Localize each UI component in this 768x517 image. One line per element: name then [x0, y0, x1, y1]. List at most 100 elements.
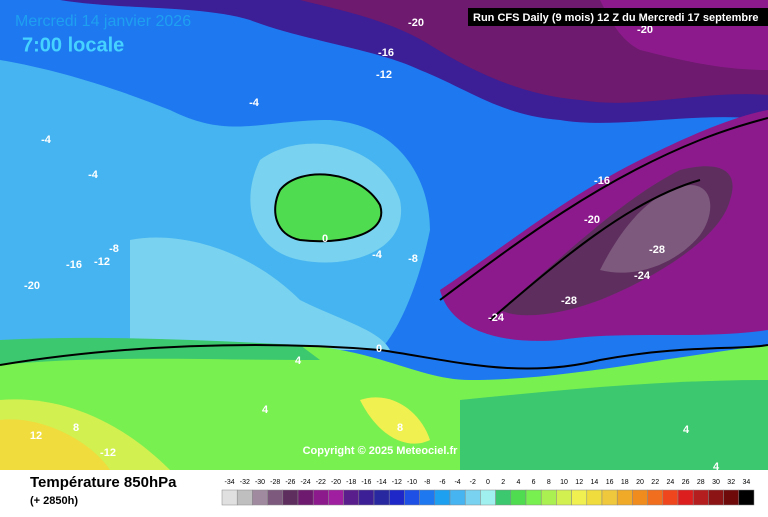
scale-label: 16: [606, 479, 614, 486]
color-swatch: [662, 489, 679, 506]
color-swatch: [404, 489, 420, 506]
scale-label: -8: [424, 479, 430, 486]
color-swatch: [601, 489, 618, 506]
contour-label: 4: [295, 355, 302, 367]
scale-label: 26: [682, 479, 690, 486]
scale-label: -30: [255, 479, 265, 486]
scale-label: 18: [621, 479, 629, 486]
color-swatch: [525, 489, 542, 506]
contour-label: -20: [408, 17, 424, 29]
contour-label: -20: [24, 280, 40, 292]
scale-label: 28: [697, 479, 705, 486]
color-swatch: [723, 489, 740, 506]
contour-label: -24: [488, 312, 505, 324]
scale-label: 10: [560, 479, 568, 486]
map: [0, 0, 768, 470]
color-swatch: [236, 489, 253, 506]
color-swatch: [373, 489, 390, 506]
contour-label: 8: [73, 422, 79, 434]
color-swatch: [434, 489, 451, 506]
color-swatch: [632, 489, 648, 506]
color-swatch: [510, 489, 527, 506]
contour-label: 0: [376, 343, 382, 355]
color-swatch: [328, 489, 344, 506]
contour-label: -16: [594, 175, 610, 187]
contour-label: 4: [262, 404, 269, 416]
color-swatch: [495, 489, 512, 506]
contour-label: 12: [30, 430, 42, 442]
contour-label: -16: [66, 259, 82, 271]
contour-label: -12: [94, 256, 110, 268]
contour-label: -12: [100, 447, 116, 459]
contour-label: 8: [397, 422, 403, 434]
date-title: Mercredi 14 janvier 2026: [15, 13, 191, 30]
scale-label: -14: [377, 479, 387, 486]
scale-label: -2: [470, 479, 476, 486]
contour-label: -16: [378, 47, 394, 59]
scale-label: 6: [532, 479, 536, 486]
scale-label: -18: [346, 479, 356, 486]
scale-label: -22: [316, 479, 326, 486]
color-swatch: [419, 489, 436, 506]
color-scale: -34 -32 -30 -28 -26 -24 -22 -20 -18 -16 -14 -12 -10-…: [221, 479, 755, 506]
color-swatch: [388, 489, 405, 506]
scale-label: 4: [516, 479, 520, 486]
color-swatch: [571, 489, 588, 506]
scale-label: -34: [225, 479, 235, 486]
contour-label: -28: [561, 295, 577, 307]
scale-label: 2: [501, 479, 505, 486]
contour-label: -12: [376, 69, 392, 81]
scale-label: 32: [727, 479, 735, 486]
contour-label: -28: [649, 244, 665, 256]
contour-label: -4: [41, 134, 52, 146]
color-swatch: [677, 489, 694, 506]
scale-label: -10: [407, 479, 417, 486]
copyright: Copyright © 2025 Meteociel.fr: [303, 445, 459, 457]
color-swatch: [556, 489, 572, 506]
color-swatch: [616, 489, 633, 506]
color-swatch: [358, 489, 375, 506]
scale-label: -26: [285, 479, 295, 486]
scale-label: -32: [240, 479, 250, 486]
color-swatch: [297, 489, 314, 506]
color-swatch: [480, 489, 496, 506]
legend-title: Température 850hPa: [30, 474, 177, 491]
contour-label: -8: [109, 243, 119, 255]
color-swatch: [449, 489, 466, 506]
scale-label: 8: [547, 479, 551, 486]
legend-subtitle: (+ 2850h): [30, 495, 78, 507]
color-swatch: [312, 489, 329, 506]
contour-label: 0: [322, 233, 328, 245]
run-info: Run CFS Daily (9 mois) 12 Z du Mercredi …: [473, 12, 758, 24]
run-box: [468, 8, 768, 26]
color-swatch: [267, 489, 284, 506]
local-time: 7:00 locale: [22, 34, 124, 56]
color-swatch: [282, 489, 299, 506]
color-swatch: [708, 489, 724, 506]
scale-label: -16: [361, 479, 371, 486]
scale-label: -28: [270, 479, 280, 486]
scale-label: 34: [743, 479, 751, 486]
color-swatch: [586, 489, 603, 506]
color-swatch: [647, 489, 664, 506]
scale-label: 20: [636, 479, 644, 486]
color-swatch: [692, 489, 709, 506]
scale-label: 0: [486, 479, 490, 486]
contour-label: -20: [584, 214, 600, 226]
contour-label: 4: [683, 424, 690, 436]
color-swatch: [540, 489, 557, 506]
scale-label: 12: [575, 479, 583, 486]
color-swatch: [464, 489, 481, 506]
scale-label: 30: [712, 479, 720, 486]
scale-label: -20: [331, 479, 341, 486]
scale-label: 24: [667, 479, 675, 486]
scale-label: -6: [439, 479, 445, 486]
contour-label: -4: [88, 169, 99, 181]
contour-label: -20: [637, 24, 653, 36]
scale-label: -24: [301, 479, 311, 486]
contour-label: -4: [372, 249, 383, 261]
scale-label: 14: [591, 479, 599, 486]
contour-label: -24: [634, 270, 651, 282]
scale-label: -12: [392, 479, 402, 486]
